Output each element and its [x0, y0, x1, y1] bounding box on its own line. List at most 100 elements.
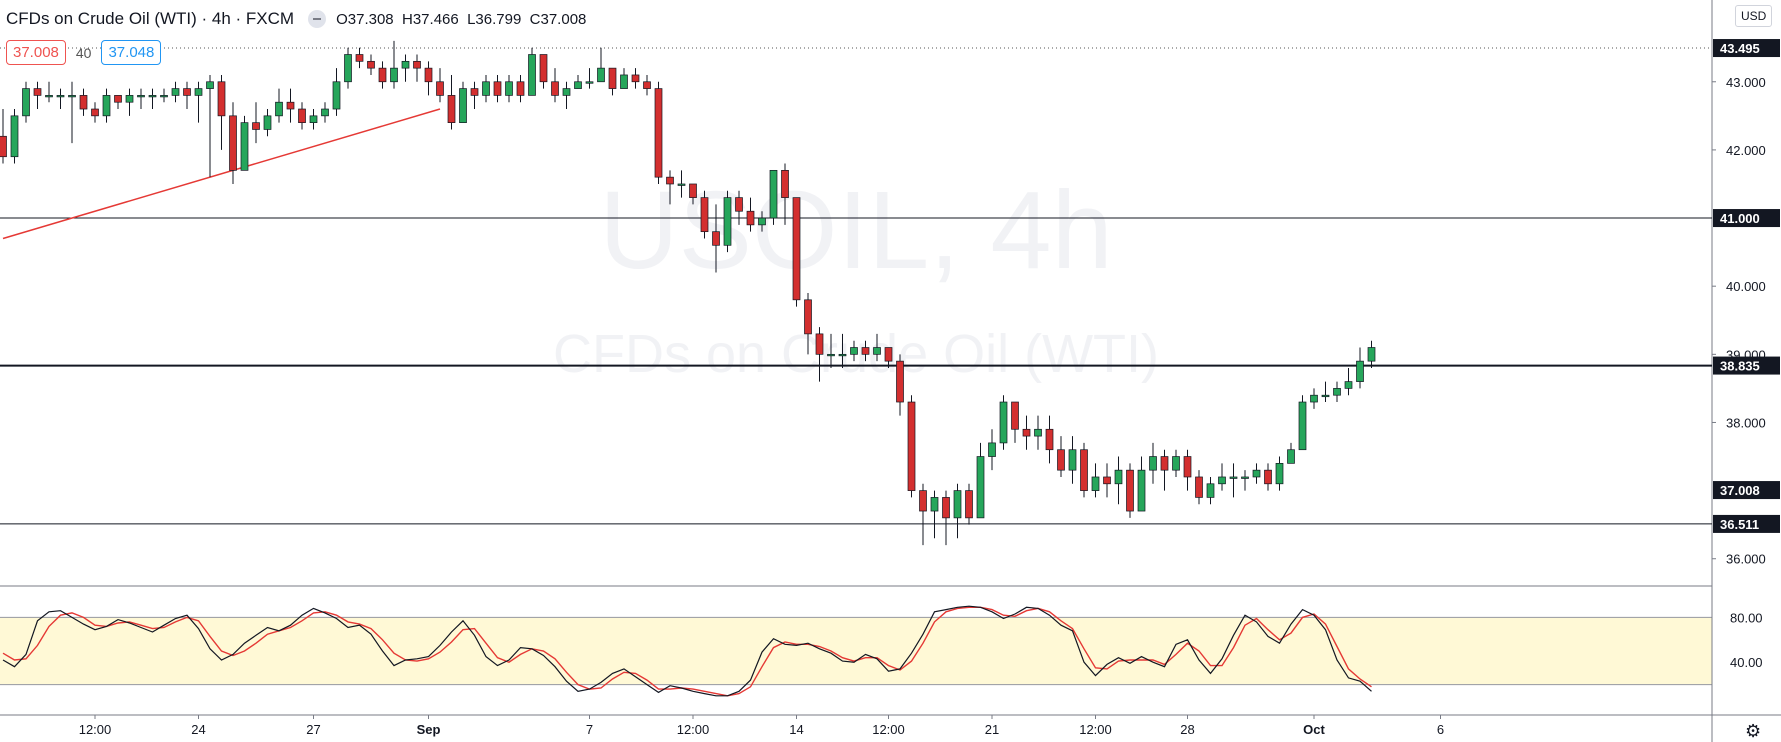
candle-body — [344, 54, 352, 83]
candle-body — [0, 135, 7, 158]
close-value: 37.008 — [540, 10, 587, 28]
candle — [286, 88, 295, 123]
candle-body — [229, 115, 237, 171]
bid-ask-panel: 37.008 40 37.048 — [6, 40, 162, 65]
candle-body — [723, 197, 732, 246]
candle — [482, 74, 490, 103]
candle-body — [1183, 456, 1192, 478]
candle — [447, 74, 456, 130]
candle-body — [528, 54, 536, 96]
time-tick-label: 27 — [306, 722, 320, 737]
price-tick-label: 43.000 — [1726, 75, 1766, 90]
candle-body — [91, 108, 99, 117]
candle-body — [206, 81, 214, 89]
spread-value: 40 — [75, 44, 92, 61]
level-price-badge — [1713, 514, 1780, 533]
candle-body — [585, 81, 594, 84]
candle-body — [1321, 394, 1330, 398]
candle-body — [907, 401, 916, 491]
candle-body — [1218, 476, 1226, 485]
high-value: 37.466 — [412, 10, 459, 28]
candle-body — [965, 490, 973, 519]
candle-body — [252, 122, 260, 130]
sell-price-button[interactable]: 37.008 — [6, 40, 66, 65]
candle-body — [217, 81, 226, 117]
time-tick-label: 14 — [789, 722, 803, 737]
candle-body — [390, 67, 398, 83]
candle-body — [1298, 401, 1307, 451]
candle-body — [689, 183, 697, 198]
buy-price-button[interactable]: 37.048 — [101, 40, 162, 65]
candle-body — [976, 456, 985, 519]
candle — [1287, 442, 1295, 464]
symbol-title[interactable]: CFDs on Crude Oil (WTI) · 4h · FXCM — [6, 9, 295, 28]
candle — [689, 183, 697, 205]
time-tick-label: 12:00 — [872, 722, 905, 737]
level-price-label: 43.495 — [1720, 41, 1760, 56]
candle — [1126, 463, 1134, 518]
candle — [919, 483, 927, 546]
candle-body — [33, 88, 42, 96]
candle — [712, 204, 720, 273]
gear-icon[interactable]: ⚙ — [1745, 721, 1762, 741]
candle — [436, 68, 444, 103]
candle-body — [493, 81, 502, 96]
candle — [125, 88, 134, 116]
candle — [413, 54, 421, 82]
stoch-tick-label: 80.00 — [1730, 610, 1763, 625]
candle — [804, 293, 812, 355]
candle — [976, 442, 985, 519]
candle-body — [1206, 483, 1215, 498]
candle — [390, 40, 398, 89]
candle-body — [447, 95, 456, 124]
candle — [769, 169, 778, 225]
candle — [999, 395, 1008, 450]
candle-body — [712, 231, 720, 246]
candle — [1091, 463, 1100, 498]
candle — [677, 170, 686, 198]
candle-body — [919, 490, 927, 512]
candle-body — [516, 81, 525, 96]
candle-body — [631, 74, 640, 83]
candle-body — [1356, 360, 1364, 382]
candle-body — [597, 67, 605, 83]
candle-body — [309, 115, 318, 124]
stoch-tick-label: 40.00 — [1730, 655, 1763, 670]
candle-body — [562, 88, 571, 96]
candle — [1137, 456, 1146, 512]
candle-body — [953, 490, 962, 519]
candle — [551, 68, 559, 103]
candle-body — [1057, 449, 1065, 471]
candle-body — [378, 67, 387, 83]
price-tick-label: 40.000 — [1726, 279, 1766, 294]
candle — [827, 333, 835, 368]
level-price-label: 37.008 — [1720, 483, 1760, 498]
collapse-button[interactable] — [308, 10, 327, 28]
candle — [953, 483, 962, 539]
currency-button[interactable]: USD — [1735, 5, 1773, 27]
chart-header: CFDs on Crude Oil (WTI) · 4h · FXCM O37.… — [6, 8, 586, 30]
candle-body — [1241, 476, 1249, 479]
time-tick-label: 24 — [191, 722, 205, 737]
candle — [907, 395, 916, 498]
candle — [79, 88, 88, 116]
price-tick-label: 42.000 — [1726, 143, 1766, 158]
candle — [263, 109, 272, 137]
candle — [723, 190, 732, 253]
low-value: 36.799 — [475, 10, 522, 28]
candle-body — [1103, 476, 1111, 485]
candle — [1356, 347, 1364, 389]
price-tick-label: 36.000 — [1726, 552, 1766, 567]
candle-body — [1114, 469, 1123, 485]
time-tick-label: Sep — [417, 722, 441, 737]
candle — [68, 81, 76, 144]
candle-body — [608, 67, 617, 89]
level-price-badge — [1713, 481, 1780, 500]
candle — [1310, 388, 1318, 409]
candle-body — [240, 122, 249, 171]
candle — [781, 163, 789, 225]
candle-body — [896, 360, 904, 403]
candle-body — [815, 333, 824, 355]
candle-body — [1045, 428, 1054, 451]
